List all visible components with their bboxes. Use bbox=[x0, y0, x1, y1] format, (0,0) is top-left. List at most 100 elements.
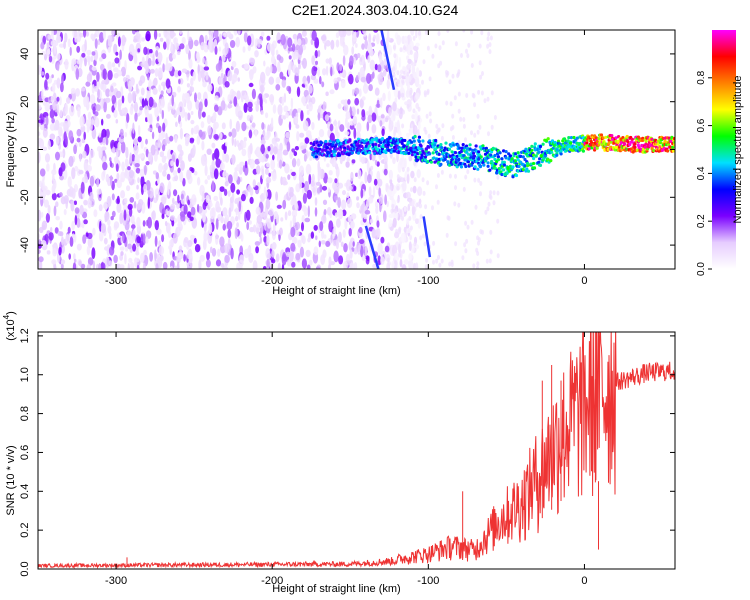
spectrogram-cell bbox=[222, 134, 227, 140]
spectrogram-cell bbox=[153, 30, 158, 40]
spectrogram-cell bbox=[375, 205, 379, 215]
spectrogram-cell bbox=[351, 159, 356, 164]
spectrogram-cell bbox=[252, 224, 257, 233]
signal-cell bbox=[377, 144, 381, 148]
spectrogram-cell bbox=[441, 40, 445, 46]
spectrogram-cell bbox=[85, 31, 90, 37]
spectrogram-cell bbox=[392, 217, 397, 228]
chart-title: C2E1.2024.303.04.10.G24 bbox=[291, 2, 459, 18]
spectrogram-cell bbox=[64, 32, 68, 43]
spectrogram-cell bbox=[109, 232, 112, 240]
signal-cell bbox=[502, 160, 506, 164]
spectrogram-cell bbox=[284, 163, 290, 174]
spectrogram-cell bbox=[260, 139, 266, 145]
spectrogram-cell bbox=[121, 233, 125, 242]
spectrogram-cell bbox=[388, 219, 393, 228]
spectrogram-cell bbox=[87, 236, 93, 249]
spectrogram-cell bbox=[480, 30, 484, 36]
signal-cell bbox=[504, 150, 508, 154]
spectrogram-cell bbox=[248, 69, 255, 77]
spectrogram-cell bbox=[339, 72, 343, 77]
spectrogram-cell bbox=[285, 131, 291, 139]
spectrogram-cell bbox=[325, 91, 329, 97]
spectrogram-cell bbox=[71, 220, 75, 231]
spectrogram-cell bbox=[415, 218, 419, 225]
signal-cell bbox=[374, 142, 378, 146]
spectrogram-cell bbox=[154, 188, 160, 199]
spectrogram-cell bbox=[116, 179, 122, 189]
spectrogram-cell bbox=[474, 204, 478, 210]
spectrogram-cell bbox=[393, 53, 397, 59]
spectrogram-cell bbox=[121, 107, 126, 114]
spectrogram-cell bbox=[161, 213, 165, 220]
spectrogram-cell bbox=[63, 195, 69, 204]
spectrogram-cell bbox=[86, 245, 91, 256]
spectrogram-cell bbox=[417, 30, 421, 36]
spectrogram-cell bbox=[421, 233, 425, 239]
spectrogram-cell bbox=[301, 235, 306, 245]
spectrogram-cell bbox=[110, 174, 113, 187]
spectrogram-cell bbox=[282, 199, 287, 210]
spectrogram-cell bbox=[38, 239, 41, 245]
spectrogram-cell bbox=[79, 204, 84, 216]
signal-cell bbox=[595, 140, 599, 144]
signal-cell bbox=[502, 149, 506, 153]
spectrogram-cell bbox=[276, 204, 282, 209]
spectrogram-cell bbox=[290, 226, 296, 238]
spectrogram-cell bbox=[477, 89, 481, 95]
spectrogram-cell bbox=[229, 40, 236, 48]
spectrogram-cell bbox=[171, 107, 176, 115]
spectrogram-cell bbox=[73, 258, 77, 263]
spectrogram-cell bbox=[408, 216, 412, 221]
spectrogram-cell bbox=[489, 190, 493, 196]
spectrogram-cell bbox=[249, 196, 254, 204]
spectrogram-cell bbox=[46, 42, 49, 48]
spectrogram-cell bbox=[380, 236, 385, 244]
spectrogram-cell bbox=[426, 45, 430, 51]
spectrogram-cell bbox=[269, 64, 273, 73]
spectrogram-cell bbox=[220, 216, 224, 224]
spectrogram-cell bbox=[394, 208, 398, 214]
streak-artifact bbox=[380, 30, 396, 91]
spectrogram-cell bbox=[99, 32, 104, 43]
spectrogram-cell bbox=[44, 53, 47, 61]
spectrogram-cell bbox=[111, 193, 115, 201]
spectrogram-cell bbox=[260, 110, 264, 115]
signal-cell bbox=[621, 136, 625, 140]
signal-cell bbox=[364, 144, 368, 148]
spectrogram-cell bbox=[283, 105, 289, 113]
spectrogram-cell bbox=[454, 241, 458, 247]
spectrogram-cell bbox=[358, 88, 362, 97]
spectrogram-cell bbox=[162, 83, 166, 91]
spectrogram-cell bbox=[164, 220, 168, 227]
spectrogram-cell bbox=[159, 151, 165, 158]
spectrogram-cell bbox=[70, 87, 76, 94]
spectrogram-cell bbox=[41, 220, 48, 231]
spectrogram-cell bbox=[178, 245, 183, 252]
spectrogram-cell bbox=[148, 187, 154, 199]
signal-cell bbox=[346, 145, 350, 149]
signal-cell bbox=[672, 136, 675, 141]
spectrogram-cell bbox=[256, 214, 262, 225]
spectrogram-cell bbox=[113, 43, 118, 55]
spectrogram-cell bbox=[398, 252, 402, 258]
spectrogram-cell bbox=[234, 167, 238, 172]
spectrogram-cell bbox=[191, 167, 195, 173]
spectrogram-cell bbox=[170, 160, 174, 167]
spectrogram-cell bbox=[464, 174, 468, 180]
spectrogram-cell bbox=[76, 243, 82, 251]
spectrogram-cell bbox=[51, 117, 55, 124]
spectrogram-cell bbox=[448, 261, 452, 267]
spectrogram-cell bbox=[348, 73, 354, 85]
spectrogram-cell bbox=[223, 32, 227, 38]
spectrogram-cell bbox=[231, 128, 237, 138]
spectrogram-cell bbox=[228, 207, 232, 218]
spectrogram-cell bbox=[231, 154, 236, 166]
spectrogram-cell bbox=[275, 84, 281, 91]
spectrogram-cell bbox=[403, 259, 409, 265]
spectrogram-cell bbox=[350, 171, 354, 182]
spectrogram-cell bbox=[298, 181, 303, 190]
spectrogram-cell bbox=[133, 101, 139, 113]
spectrogram-cell bbox=[438, 45, 442, 51]
spectrogram-cell bbox=[81, 52, 86, 58]
